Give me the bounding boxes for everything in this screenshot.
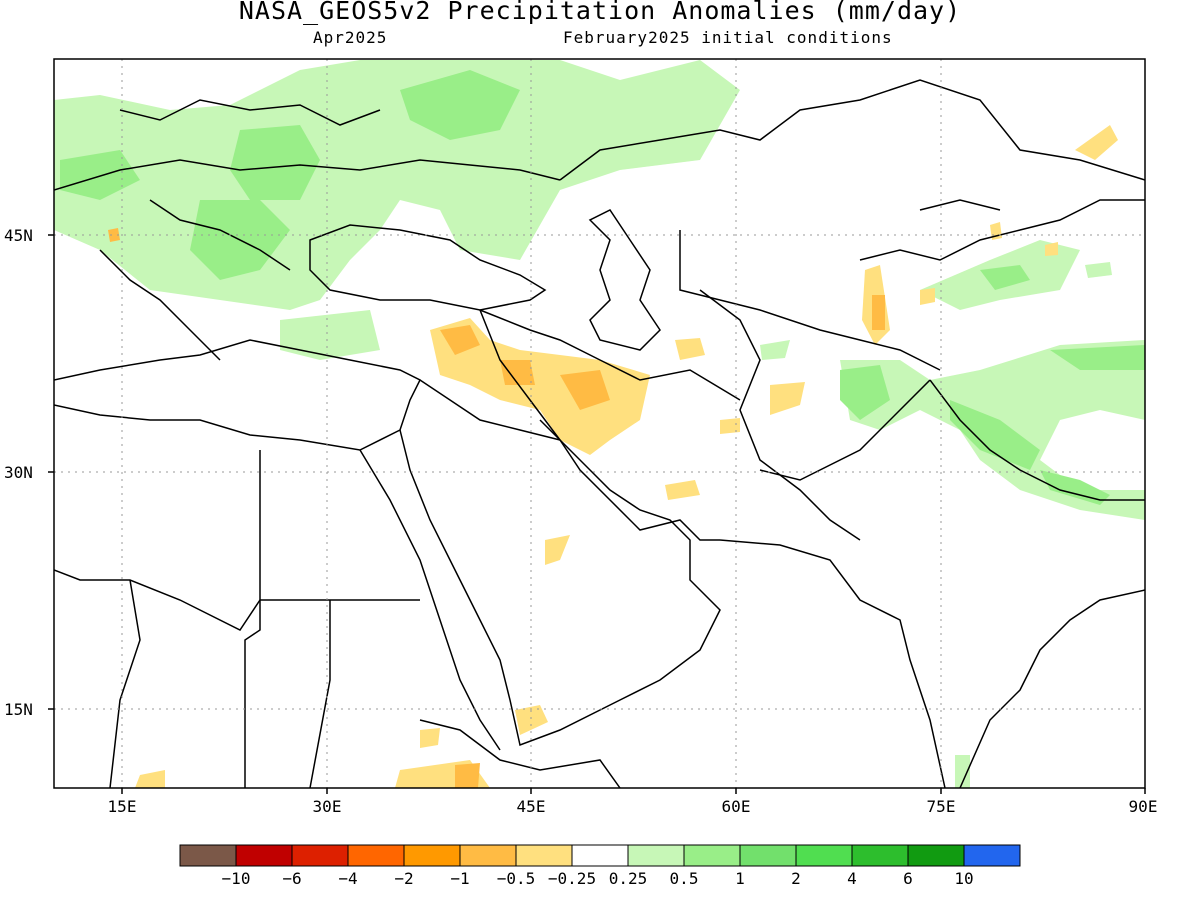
colorbar: −10 −6 −4 −2 −1 −0.5 −0.25 0.25 0.5 1 2 4 6 10 (179, 844, 1021, 888)
lon-tick-90e: 90E (1129, 797, 1158, 816)
colorbar-swatch (963, 844, 1021, 867)
coastlines (54, 79, 1145, 788)
colorbar-label: −0.25 (548, 869, 596, 888)
colorbar-swatch (459, 844, 517, 867)
colorbar-label: −10 (222, 869, 251, 888)
colorbar-label: −6 (282, 869, 301, 888)
colorbar-swatch (907, 844, 965, 867)
lat-labels: 45N 30N 15N (4, 226, 33, 719)
colorbar-label: −0.5 (497, 869, 536, 888)
lon-tick-45e: 45E (517, 797, 546, 816)
colorbar-swatch (515, 844, 573, 867)
colorbar-swatch (571, 844, 629, 867)
colorbar-label: 4 (847, 869, 857, 888)
lat-tick-30n: 30N (4, 463, 33, 482)
colorbar-label: 0.25 (609, 869, 648, 888)
map-title: NASA_GEOS5v2 Precipitation Anomalies (mm… (238, 0, 962, 25)
colorbar-swatch (403, 844, 461, 867)
colorbar-label: 0.5 (670, 869, 699, 888)
colorbar-swatch (179, 844, 237, 867)
dry-medium-regions (108, 228, 885, 788)
forecast-month: Apr2025 (313, 28, 388, 47)
colorbar-label: −1 (450, 869, 469, 888)
colorbar-swatch (683, 844, 741, 867)
colorbar-swatch (739, 844, 797, 867)
anomaly-field (54, 60, 1145, 788)
initial-conditions: February2025 initial conditions (563, 28, 893, 47)
lat-tick-45n: 45N (4, 226, 33, 245)
tick-marks (48, 234, 1146, 794)
colorbar-label: 1 (735, 869, 745, 888)
colorbar-swatch (291, 844, 349, 867)
colorbar-swatch (347, 844, 405, 867)
colorbar-swatch (235, 844, 293, 867)
map-frame (53, 58, 1146, 789)
gridlines (54, 59, 1145, 788)
lon-tick-15e: 15E (108, 797, 137, 816)
colorbar-label: 10 (954, 869, 973, 888)
lon-tick-75e: 75E (927, 797, 956, 816)
colorbar-swatch (795, 844, 853, 867)
colorbar-label: 2 (791, 869, 801, 888)
lat-tick-15n: 15N (4, 700, 33, 719)
lon-tick-30e: 30E (313, 797, 342, 816)
colorbar-label: 6 (903, 869, 913, 888)
colorbar-label: −2 (394, 869, 413, 888)
lon-labels: 15E 30E 45E 60E 75E 90E (108, 797, 1158, 816)
colorbar-swatch (627, 844, 685, 867)
colorbar-swatch (851, 844, 909, 867)
lon-tick-60e: 60E (722, 797, 751, 816)
colorbar-label: −4 (338, 869, 357, 888)
